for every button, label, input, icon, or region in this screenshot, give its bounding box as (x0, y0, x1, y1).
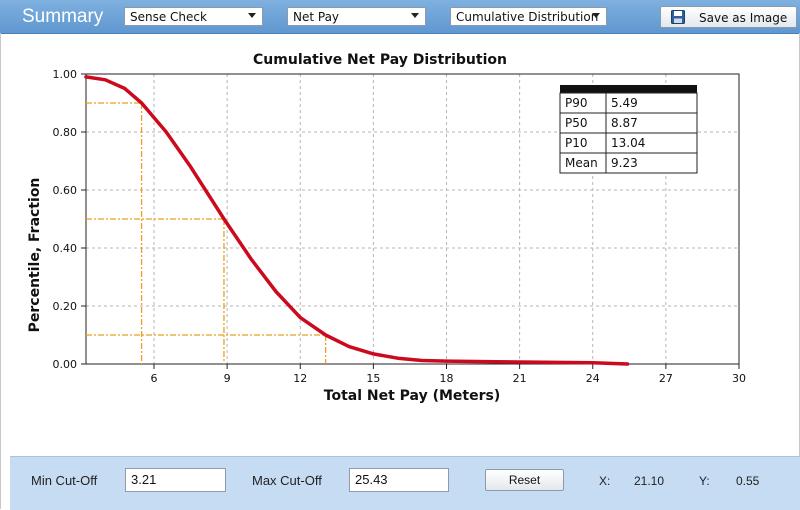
summary-title: Summary (22, 6, 104, 27)
y-tick-label: 0.20 (53, 300, 78, 313)
cumulative-series-line (84, 75, 630, 366)
stats-label-p90: P90 (565, 96, 588, 110)
floppy-disk-icon (671, 10, 685, 24)
stats-label-p50: P50 (565, 116, 588, 130)
parameter-dropdown[interactable]: Net Pay (287, 7, 426, 26)
max-cutoff-label: Max Cut-Off (252, 473, 322, 488)
left-border (0, 33, 1, 509)
max-cutoff-input[interactable]: 25.43 (349, 468, 449, 492)
x-coord-value: 21.10 (634, 474, 665, 488)
reset-button[interactable]: Reset (485, 469, 564, 491)
stats-value-p50: 8.87 (611, 116, 638, 130)
y-axis-label: Percentile, Fraction (27, 178, 43, 333)
chevron-down-icon (592, 13, 600, 18)
chevron-down-icon (411, 13, 419, 18)
grid-lines (86, 74, 739, 364)
stats-table: P90 5.49 P50 8.87 P10 13.04 Mean 9.23 (559, 85, 698, 174)
x-tick-label: 12 (293, 372, 307, 385)
y-tick-label: 0.40 (53, 242, 78, 255)
sense-check-dropdown[interactable]: Sense Check (124, 7, 263, 26)
sense-check-dropdown-label: Sense Check (130, 10, 207, 24)
y-tick-label: 0.00 (53, 358, 78, 371)
chevron-down-icon (248, 13, 256, 18)
x-tick-label: 15 (366, 372, 380, 385)
x-tick-label: 27 (659, 372, 673, 385)
save-as-image-button[interactable]: Save as Image (660, 6, 797, 28)
stats-value-p90: 5.49 (611, 96, 638, 110)
y-tick-label: 1.00 (53, 68, 78, 81)
y-coord-label: Y: (699, 474, 710, 488)
x-axis-label: Total Net Pay (Meters) (324, 388, 500, 404)
x-tick-label: 9 (224, 372, 231, 385)
x-tick-label: 24 (586, 372, 600, 385)
min-cutoff-label: Min Cut-Off (31, 473, 98, 488)
stats-value-p10: 13.04 (611, 136, 645, 150)
chart-title: Cumulative Net Pay Distribution (253, 52, 507, 68)
stats-value-cell (605, 152, 698, 174)
cutoff-panel: Min Cut-Off 3.21 Max Cut-Off 25.43 Reset… (10, 456, 800, 510)
parameter-dropdown-label: Net Pay (293, 10, 340, 24)
x-tick-label: 30 (732, 372, 746, 385)
y-tick-label: 0.80 (53, 126, 78, 139)
plot-type-dropdown[interactable]: Cumulative Distribution (450, 7, 607, 26)
stats-table-header (560, 85, 697, 93)
percentile-markers (86, 102, 327, 364)
save-as-image-label: Save as Image (699, 11, 788, 25)
series-group (84, 75, 630, 366)
chart-area[interactable]: Cumulative Net Pay Distribution 6 9 12 15 18… (0, 36, 800, 456)
y-tick-label: 0.60 (53, 184, 78, 197)
x-tick-label: 21 (513, 372, 527, 385)
stats-label-p10: P10 (565, 136, 588, 150)
stats-label-mean: Mean (565, 156, 598, 170)
axis-ticks: 6 9 12 15 18 21 24 27 30 0.00 0.20 0.40 0.60 0.80 1.00 (53, 68, 747, 385)
x-tick-label: 6 (151, 372, 158, 385)
x-coord-label: X: (599, 474, 611, 488)
top-toolbar: Summary Sense Check Net Pay Cumulative D… (0, 0, 800, 34)
plot-type-dropdown-label: Cumulative Distribution (456, 10, 599, 24)
stats-value-mean: 9.23 (611, 156, 638, 170)
x-tick-label: 18 (440, 372, 454, 385)
min-cutoff-input[interactable]: 3.21 (125, 468, 226, 492)
y-coord-value: 0.55 (736, 474, 760, 488)
